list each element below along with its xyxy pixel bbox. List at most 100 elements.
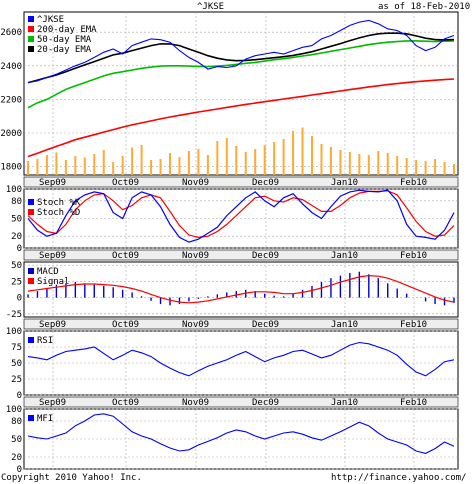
rsi-panel-legend-label: RSI <box>37 336 53 346</box>
macd-panel-y-tick: 0 <box>17 294 22 304</box>
x-tick-label: Nov09 <box>182 178 209 188</box>
price-panel-legend-swatch <box>28 46 34 52</box>
rsi-panel-y-tick: 25 <box>11 375 22 385</box>
volume-bar <box>197 149 200 175</box>
mfi-panel-y-tick: 0 <box>17 465 22 475</box>
volume-bar <box>169 153 171 175</box>
source-url[interactable]: http://finance.yahoo.com/ <box>331 473 466 483</box>
stoch-panel-y-tick: 0 <box>17 244 22 254</box>
x-tick-label: Nov09 <box>182 398 209 408</box>
volume-bar <box>112 162 115 175</box>
price-panel-y-tick: 2000 <box>0 129 22 139</box>
x-tick-label: Feb10 <box>400 398 427 408</box>
price-panel-y-tick: 2400 <box>0 62 22 72</box>
volume-bar <box>339 150 342 175</box>
rsi-panel-y-tick: 0 <box>17 391 22 401</box>
volume-bar <box>453 164 455 175</box>
macd-panel-y-tick: 25 <box>11 277 22 287</box>
date-band <box>23 249 459 261</box>
x-tick-label: Oct09 <box>112 320 139 330</box>
x-tick-label: Jan10 <box>331 320 358 330</box>
mfi-panel-y-tick: 20 <box>11 453 22 463</box>
volume-bar <box>159 159 162 175</box>
volume-bar <box>386 153 389 175</box>
volume-bar <box>216 141 219 175</box>
volume-bar <box>405 158 408 175</box>
volume-bar <box>121 156 124 175</box>
volume-bar <box>244 152 247 175</box>
x-tick-label: Nov09 <box>182 320 209 330</box>
price-panel-y-tick: 1800 <box>0 163 22 173</box>
volume-bar <box>311 136 313 175</box>
price-panel-y-tick: 2200 <box>0 95 22 105</box>
volume-bar <box>282 139 285 175</box>
x-tick-label: Sep09 <box>39 320 66 330</box>
signal-line <box>27 274 455 304</box>
volume-bar <box>273 142 276 175</box>
x-tick-label: Sep09 <box>39 178 66 188</box>
mfi-panel-legend-label: MFI <box>37 414 53 424</box>
x-tick-label: Feb10 <box>400 320 427 330</box>
volume-bar <box>329 147 332 175</box>
chart-title: ^JKSE <box>197 2 224 12</box>
volume-bar <box>74 156 77 175</box>
volume-bar <box>206 155 209 175</box>
volume-bar <box>131 147 134 175</box>
mfi-panel-y-tick: 50 <box>11 435 22 445</box>
volume-bar <box>64 160 67 175</box>
macd-panel-legend-swatch <box>28 278 34 284</box>
rsi-panel-y-tick: 75 <box>11 343 22 353</box>
x-tick-label: Dec09 <box>252 398 279 408</box>
volume-bar <box>225 138 228 175</box>
volume-bar <box>367 155 370 175</box>
date-band <box>23 318 459 330</box>
rsi-panel-y-tick: 50 <box>11 359 22 369</box>
ema20-line <box>27 32 455 84</box>
volume-bar <box>434 159 437 175</box>
x-tick-label: Dec09 <box>252 320 279 330</box>
mfi-panel-y-tick: 80 <box>11 417 22 427</box>
mfi-panel-y-tick: 100 <box>6 405 22 415</box>
price-panel-legend-label: 200-day EMA <box>37 25 97 35</box>
stoch-panel-legend-label: Stoch %K <box>37 198 81 208</box>
macd-panel-frame <box>23 261 459 318</box>
x-tick-label: Dec09 <box>252 251 279 261</box>
volume-bar <box>235 146 238 175</box>
macd-panel-y-tick: 50 <box>11 261 22 271</box>
price-panel-legend-label: 20-day EMA <box>37 45 92 55</box>
stoch-panel-y-tick: 20 <box>11 232 22 242</box>
x-tick-label: Sep09 <box>39 398 66 408</box>
volume-bar <box>140 145 143 175</box>
volume-bar <box>292 131 295 175</box>
rsi-panel-legend-swatch <box>28 337 34 343</box>
stoch-k-line <box>27 189 455 243</box>
rsi-line <box>27 341 455 377</box>
x-tick-label: Jan10 <box>331 178 358 188</box>
volume-bar <box>27 161 29 175</box>
volume-bar <box>348 152 351 175</box>
volume-bar <box>263 145 266 175</box>
date-band <box>23 396 459 408</box>
price-panel-legend-swatch <box>28 36 34 42</box>
stoch-panel-y-tick: 80 <box>11 197 22 207</box>
rsi-panel-y-tick: 100 <box>6 327 22 337</box>
volume-bar <box>396 156 399 175</box>
stoch-panel-legend-swatch <box>28 199 34 205</box>
x-tick-label: Feb10 <box>400 251 427 261</box>
stoch-panel-legend-swatch <box>28 209 34 215</box>
price-panel-frame <box>23 11 459 176</box>
volume-bar <box>102 150 105 175</box>
ema50-line <box>27 40 455 109</box>
mfi-panel-legend-swatch <box>28 415 34 421</box>
x-tick-label: Feb10 <box>400 178 427 188</box>
x-tick-label: Jan10 <box>331 251 358 261</box>
volume-bar <box>36 159 39 175</box>
stoch-panel-y-tick: 100 <box>6 185 22 195</box>
date-band <box>23 176 459 188</box>
volume-bar <box>415 160 418 175</box>
volume-bar <box>55 152 58 175</box>
x-tick-label: Oct09 <box>112 178 139 188</box>
stoch-panel-y-tick: 50 <box>11 215 22 225</box>
